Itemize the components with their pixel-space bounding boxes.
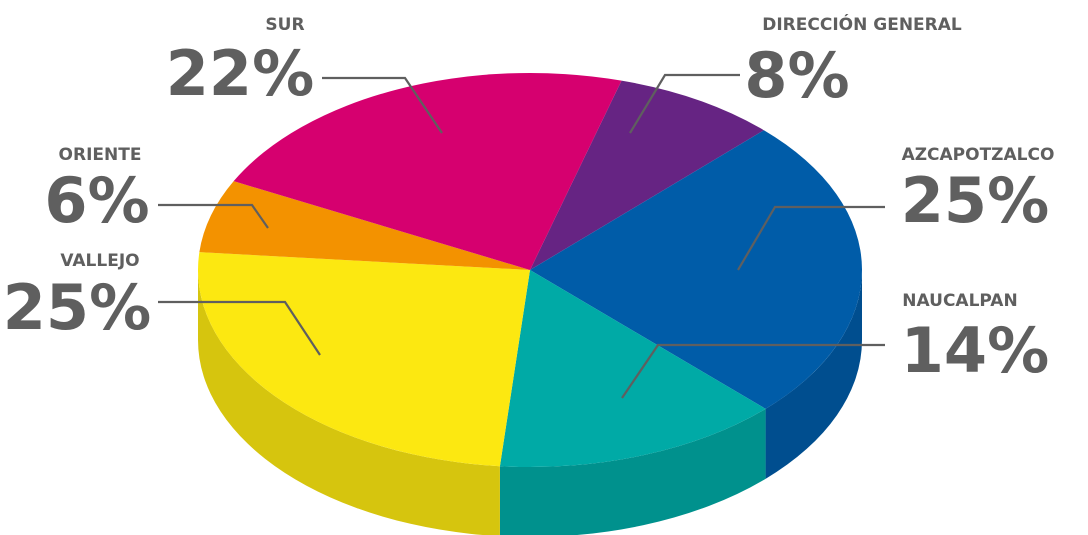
slice-value: 25% bbox=[3, 271, 151, 344]
slice-value: 8% bbox=[744, 39, 849, 112]
slice-name: VALLEJO bbox=[60, 251, 139, 271]
slice-name: DIRECCIÓN GENERAL bbox=[762, 13, 962, 35]
leader-line bbox=[621, 343, 885, 399]
leader-line bbox=[629, 73, 740, 134]
slice-name: SUR bbox=[265, 15, 304, 35]
slice-value: 14% bbox=[901, 314, 1049, 387]
slice bbox=[499, 270, 766, 468]
leader-line bbox=[158, 203, 269, 229]
slice-value: 6% bbox=[44, 164, 149, 237]
leader-line bbox=[322, 76, 443, 134]
slice-value: 22% bbox=[166, 37, 314, 110]
slice bbox=[198, 252, 530, 467]
slice-side bbox=[499, 408, 766, 535]
slice bbox=[233, 73, 622, 271]
slice bbox=[199, 181, 530, 270]
slice bbox=[530, 80, 764, 271]
slice-name: ORIENTE bbox=[59, 145, 142, 165]
slice bbox=[530, 130, 862, 409]
slice-side bbox=[765, 270, 862, 479]
slice-name: NAUCALPAN bbox=[902, 291, 1017, 311]
slice-value: 25% bbox=[901, 164, 1049, 237]
leader-line bbox=[158, 300, 321, 356]
slice-side bbox=[198, 270, 500, 535]
slice-name: AZCAPOTZALCO bbox=[902, 145, 1055, 165]
leader-line bbox=[737, 205, 885, 271]
